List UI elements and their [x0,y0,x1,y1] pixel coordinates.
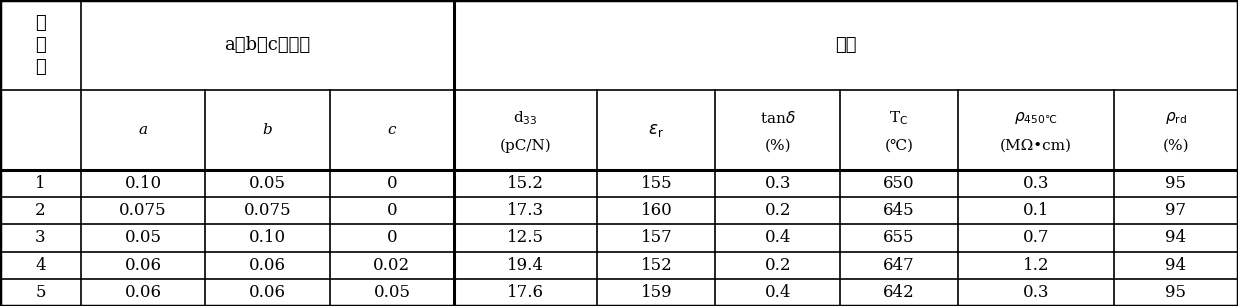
Text: 0.05: 0.05 [125,230,162,247]
Text: 0: 0 [386,202,397,219]
Text: 0.1: 0.1 [1023,202,1049,219]
Text: 0.06: 0.06 [249,284,286,301]
Text: (℃): (℃) [884,139,914,153]
Text: 655: 655 [883,230,915,247]
Text: tan$\delta$: tan$\delta$ [760,110,796,126]
Text: 0.3: 0.3 [1023,175,1049,192]
Text: 0.4: 0.4 [764,284,791,301]
Text: 0.06: 0.06 [125,284,162,301]
Text: 157: 157 [640,230,672,247]
Text: $\rho$$_\mathrm{rd}$: $\rho$$_\mathrm{rd}$ [1165,110,1187,126]
Text: 0.075: 0.075 [244,202,291,219]
Text: 645: 645 [883,202,915,219]
Text: 95: 95 [1165,284,1186,301]
Text: 15.2: 15.2 [508,175,545,192]
Text: 0.3: 0.3 [764,175,791,192]
Text: 0.4: 0.4 [764,230,791,247]
Text: 3: 3 [35,230,46,247]
Text: $\rho$$_{450℃}$: $\rho$$_{450℃}$ [1014,110,1057,126]
Text: a: a [139,123,147,137]
Text: 647: 647 [883,257,915,274]
Text: $\varepsilon$$_\mathrm{r}$: $\varepsilon$$_\mathrm{r}$ [649,121,665,139]
Text: 0.2: 0.2 [764,202,791,219]
Text: 12.5: 12.5 [508,230,545,247]
Text: 159: 159 [640,284,672,301]
Text: 0.02: 0.02 [374,257,411,274]
Text: 152: 152 [640,257,672,274]
Text: 0.075: 0.075 [119,202,167,219]
Text: 性能: 性能 [836,36,857,54]
Text: T$_\mathrm{C}$: T$_\mathrm{C}$ [889,109,909,127]
Text: 95: 95 [1165,175,1186,192]
Text: 97: 97 [1165,202,1186,219]
Text: (%): (%) [1162,139,1190,153]
Text: 0.06: 0.06 [249,257,286,274]
Text: 0.05: 0.05 [249,175,286,192]
Text: 17.6: 17.6 [508,284,545,301]
Text: c: c [387,123,396,137]
Text: (MΩ•cm): (MΩ•cm) [1000,139,1072,153]
Text: 155: 155 [640,175,672,192]
Text: 0.05: 0.05 [374,284,411,301]
Text: 17.3: 17.3 [508,202,545,219]
Text: b: b [262,123,272,137]
Text: (%): (%) [764,139,791,153]
Text: 0.7: 0.7 [1023,230,1049,247]
Text: 642: 642 [883,284,915,301]
Text: 19.4: 19.4 [508,257,545,274]
Text: 650: 650 [883,175,915,192]
Text: 1: 1 [35,175,46,192]
Text: 0.06: 0.06 [125,257,162,274]
Text: 0.10: 0.10 [125,175,162,192]
Text: 94: 94 [1165,257,1186,274]
Text: 5: 5 [35,284,46,301]
Text: d$_{33}$: d$_{33}$ [514,109,539,127]
Text: 0: 0 [386,175,397,192]
Text: 4: 4 [35,257,46,274]
Text: 实
施
例: 实 施 例 [35,14,46,76]
Text: 160: 160 [640,202,672,219]
Text: a，b，c对应值: a，b，c对应值 [224,36,311,54]
Text: 2: 2 [35,202,46,219]
Text: 94: 94 [1165,230,1186,247]
Text: 0.2: 0.2 [764,257,791,274]
Text: (pC/N): (pC/N) [500,139,552,153]
Text: 0.10: 0.10 [249,230,286,247]
Text: 0: 0 [386,230,397,247]
Text: 0.3: 0.3 [1023,284,1049,301]
Text: 1.2: 1.2 [1023,257,1049,274]
